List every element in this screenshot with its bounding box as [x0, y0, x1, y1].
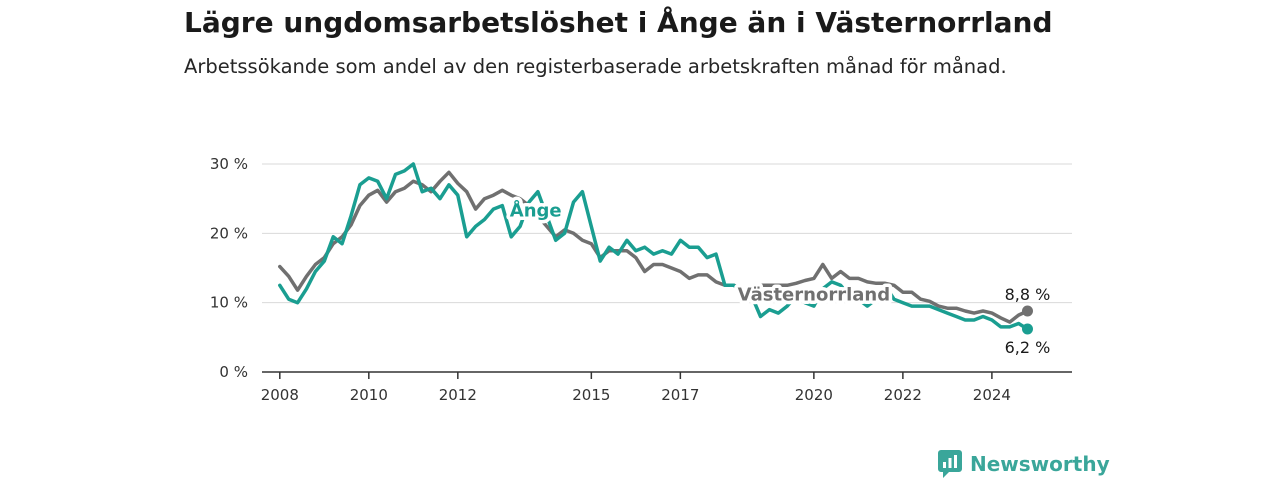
newsworthy-brand: Newsworthy: [938, 449, 1110, 479]
series-label-vasternorrland: Västernorrland: [738, 284, 890, 305]
y-tick-label: 10 %: [210, 294, 248, 312]
x-tick-label: 2020: [795, 386, 833, 404]
y-tick-label: 30 %: [210, 155, 248, 173]
x-tick-label: 2012: [439, 386, 477, 404]
brand-name: Newsworthy: [970, 452, 1110, 476]
y-axis: 0 % 10 % 20 % 30 %: [210, 155, 248, 381]
x-tick-label: 2022: [884, 386, 922, 404]
x-axis: 2008 2010 2012 2015 2017 2020 2022 2024: [261, 372, 1011, 404]
series-line-vasternorrland: [278, 170, 1030, 324]
y-tick-label: 20 %: [210, 224, 248, 242]
x-tick-label: 2017: [661, 386, 699, 404]
series-lines: [278, 162, 1030, 331]
end-label-ange: 6,2 %: [1005, 338, 1051, 357]
y-tick-label: 0 %: [219, 363, 248, 381]
end-marker-vasternorrland: [1021, 305, 1033, 317]
chart-subtitle: Arbetssökande som andel av den registerb…: [184, 55, 1007, 78]
chart-bubble-icon: [938, 450, 962, 478]
end-markers: 8,8 % 6,2 %: [1005, 285, 1051, 357]
end-label-vasternorrland: 8,8 %: [1005, 285, 1051, 304]
x-tick-label: 2024: [973, 386, 1011, 404]
line-chart: 0 % 10 % 20 % 30 % 2008 2010 2012 2015 2017 2020…: [210, 155, 1072, 404]
series-line-ange: [278, 162, 1030, 331]
end-marker-ange: [1021, 323, 1033, 335]
x-tick-label: 2008: [261, 386, 299, 404]
x-tick-label: 2010: [350, 386, 388, 404]
series-label-ange: Ånge: [510, 198, 562, 221]
x-tick-label: 2015: [572, 386, 610, 404]
chart-title: Lägre ungdomsarbetslöshet i Ånge än i Vä…: [184, 6, 1053, 39]
gridlines: [262, 163, 1072, 373]
series-labels: Ånge Västernorrland: [506, 195, 893, 309]
